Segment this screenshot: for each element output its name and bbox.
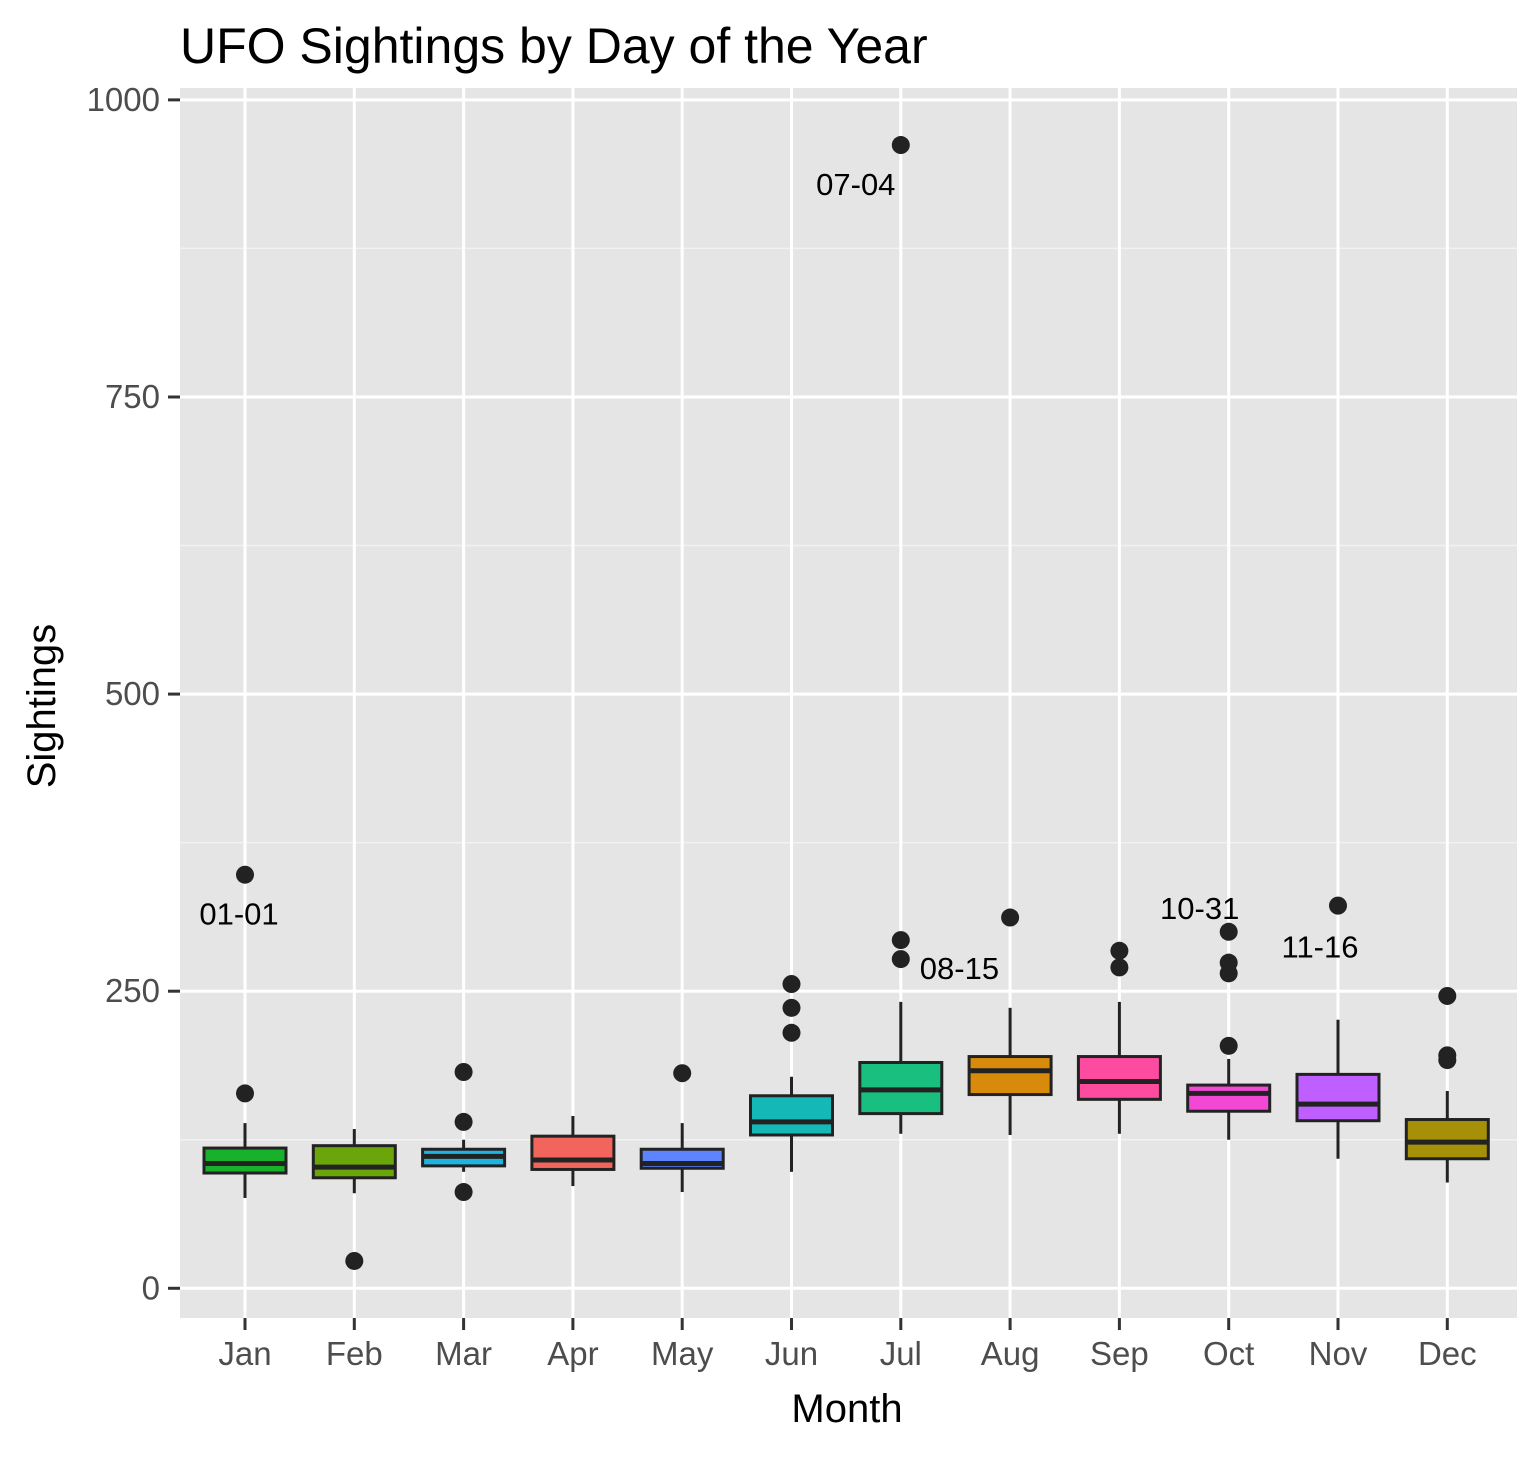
x-tick-label: Apr	[547, 1335, 598, 1372]
x-tick-label: Oct	[1203, 1335, 1254, 1372]
outlier-point	[1110, 941, 1129, 960]
outlier-point	[891, 136, 910, 155]
box-group-oct	[1186, 922, 1272, 1140]
y-tick-label: 250	[105, 972, 160, 1009]
y-tick-label: 1000	[87, 81, 160, 118]
x-tick-label: Jul	[880, 1335, 922, 1372]
x-tick-label: Nov	[1309, 1335, 1368, 1372]
outlier-point	[1219, 922, 1238, 941]
outlier-point	[454, 1063, 473, 1081]
box-group-mar	[421, 1063, 507, 1202]
outlier-point	[236, 1084, 254, 1103]
box-group-sep	[1076, 941, 1162, 1134]
box-group-jan	[202, 865, 288, 1198]
grid-layer	[180, 88, 1517, 1318]
plot-panel	[180, 88, 1517, 1318]
x-tick-label: Jan	[218, 1335, 271, 1372]
x-tick-label: Jun	[765, 1335, 818, 1372]
box-group-dec	[1404, 986, 1490, 1183]
annotation-layer: 01-01 07-04 08-15 10-31 11-16	[199, 167, 1358, 986]
box	[1404, 1118, 1490, 1161]
x-tick-label: May	[651, 1335, 714, 1372]
x-tick-label: Dec	[1418, 1335, 1477, 1372]
outlier-point	[782, 975, 801, 994]
x-axis: Jan Feb Mar Apr May Jun Jul Aug Sep Oct Nov Dec	[218, 1318, 1477, 1372]
box	[530, 1134, 616, 1171]
box-group-aug	[967, 908, 1053, 1135]
y-axis-title: Sightings	[20, 624, 64, 789]
box	[311, 1144, 397, 1180]
box	[1295, 1072, 1381, 1123]
annotation-label: 07-04	[816, 167, 895, 202]
outlier-point	[454, 1112, 473, 1131]
y-tick-label: 750	[105, 378, 160, 415]
outlier-point	[236, 865, 254, 884]
annotation-label: 01-01	[199, 897, 278, 932]
y-axis: 0 250 500 750 1000	[87, 81, 180, 1306]
box-group-jul	[858, 136, 944, 1134]
x-tick-label: Sep	[1090, 1335, 1149, 1372]
outlier-point	[1219, 953, 1238, 972]
outlier-point	[891, 931, 910, 950]
box	[1076, 1055, 1162, 1101]
outlier-point	[782, 1023, 801, 1042]
box	[967, 1055, 1053, 1097]
outlier-point	[782, 998, 801, 1017]
box	[202, 1146, 288, 1175]
x-tick-label: Aug	[981, 1335, 1040, 1372]
x-tick-label: Mar	[435, 1335, 492, 1372]
x-axis-title: Month	[791, 1387, 902, 1431]
box-group-nov	[1295, 896, 1381, 1159]
annotation-label: 10-31	[1160, 891, 1239, 926]
outlier-point	[1110, 958, 1129, 977]
y-tick-label: 0	[142, 1269, 160, 1306]
box	[749, 1094, 834, 1137]
annotation-label: 08-15	[920, 951, 999, 986]
outlier-point	[1438, 986, 1457, 1005]
box	[1186, 1083, 1272, 1113]
y-tick-label: 500	[105, 675, 160, 712]
outlier-point	[673, 1064, 692, 1083]
outlier-point	[454, 1183, 473, 1202]
outlier-point	[1329, 896, 1347, 915]
box-group-apr	[530, 1115, 616, 1187]
x-tick-label: Feb	[326, 1335, 383, 1372]
box-layer	[202, 136, 1490, 1270]
chart-title: UFO Sightings by Day of the Year	[180, 18, 928, 74]
outlier-point	[891, 950, 910, 969]
box-group-may	[639, 1064, 725, 1193]
outlier-point	[1438, 1046, 1457, 1065]
outlier-point	[1001, 908, 1020, 927]
box-group-jun	[749, 975, 834, 1172]
annotation-label: 11-16	[1282, 930, 1359, 965]
outlier-point	[345, 1251, 364, 1270]
outlier-point	[1219, 1036, 1238, 1055]
box-group-feb	[311, 1129, 397, 1270]
